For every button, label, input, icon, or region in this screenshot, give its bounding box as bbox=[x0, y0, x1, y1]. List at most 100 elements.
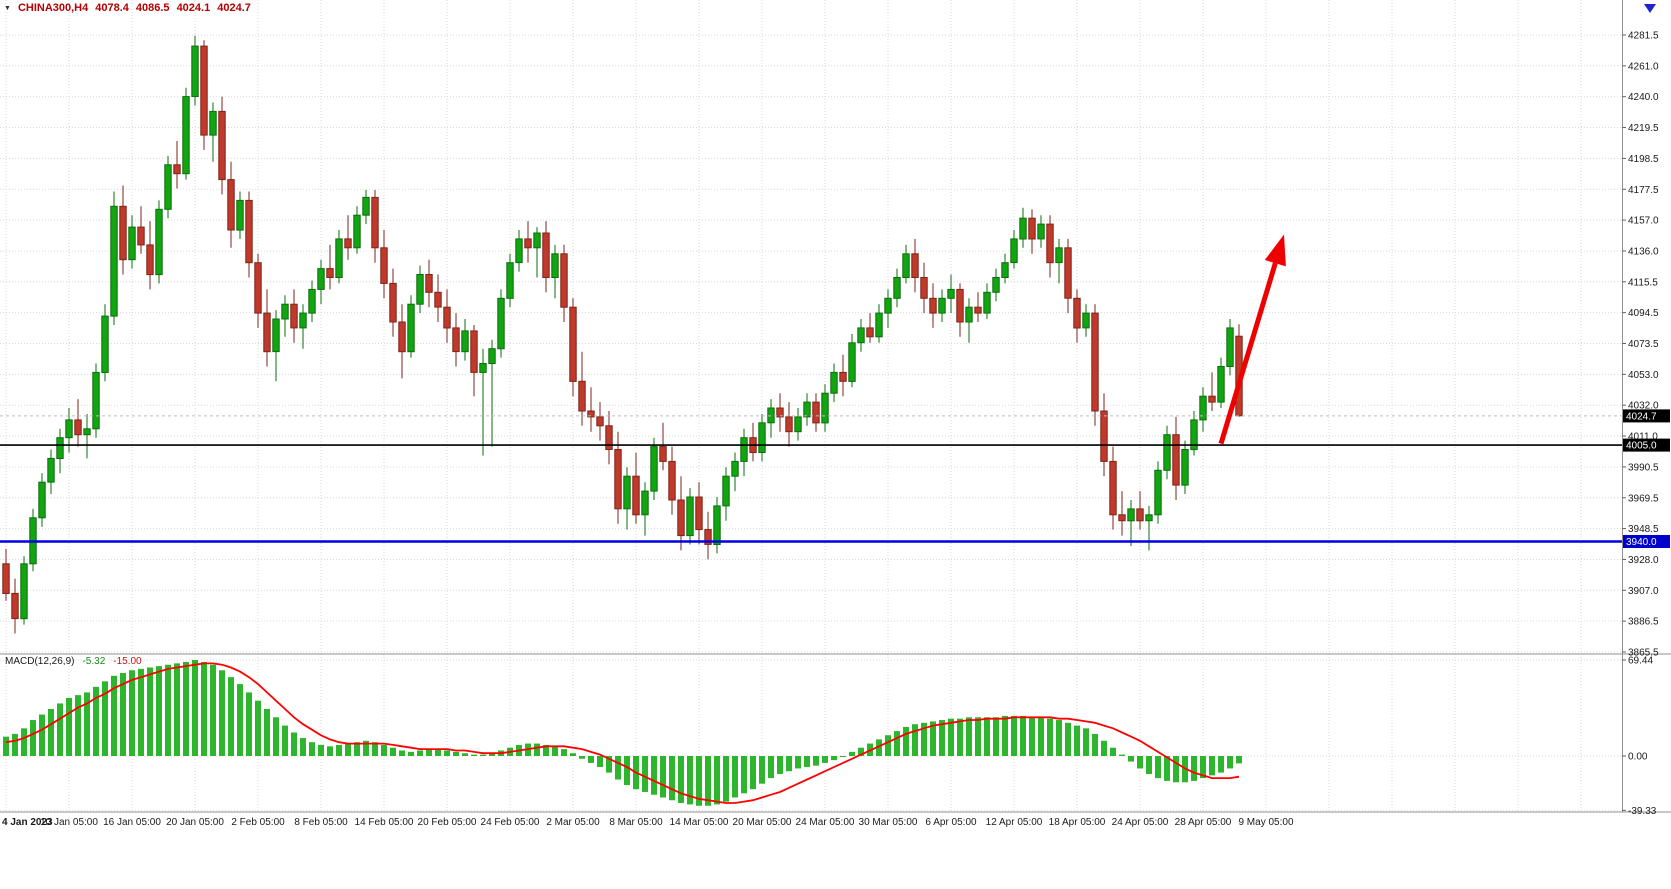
candle-body bbox=[650, 446, 658, 492]
macd-bar bbox=[606, 756, 612, 773]
macd-bar bbox=[1029, 717, 1035, 756]
time-axis-label: 30 Mar 05:00 bbox=[859, 817, 918, 828]
time-axis-label: 12 Apr 05:00 bbox=[986, 817, 1043, 828]
macd-bar bbox=[39, 714, 45, 756]
candle-body bbox=[686, 496, 694, 537]
price-axis-label: 4219.5 bbox=[1628, 123, 1659, 134]
macd-bar bbox=[273, 717, 279, 756]
candle-body bbox=[902, 253, 910, 279]
macd-bar bbox=[66, 697, 72, 756]
macd-bar bbox=[93, 686, 99, 756]
candle-body bbox=[560, 253, 568, 308]
candle-body bbox=[407, 303, 415, 353]
ohlc-open: 4078.4 bbox=[95, 2, 129, 14]
macd-bar bbox=[777, 756, 783, 774]
candle-body bbox=[515, 238, 523, 264]
macd-bar bbox=[237, 684, 243, 756]
time-axis-label: 6 Apr 05:00 bbox=[925, 817, 977, 828]
candle-body bbox=[713, 505, 721, 545]
candle-body bbox=[74, 419, 82, 436]
candle-body bbox=[308, 288, 316, 314]
candle-body bbox=[38, 481, 46, 519]
candle-body bbox=[425, 274, 433, 293]
macd-bar bbox=[1020, 715, 1026, 756]
candle-body bbox=[974, 306, 982, 314]
macd-bar bbox=[1074, 725, 1080, 756]
macd-bar bbox=[102, 681, 108, 756]
macd-bar bbox=[696, 756, 702, 806]
candle-body bbox=[1217, 366, 1225, 403]
macd-bar bbox=[858, 747, 864, 756]
candle-body bbox=[335, 238, 343, 278]
macd-bar bbox=[993, 717, 999, 756]
macd-bar bbox=[1128, 756, 1134, 762]
candle-body bbox=[839, 371, 847, 382]
macd-bar bbox=[885, 735, 891, 756]
candle-body bbox=[191, 45, 199, 97]
price-axis-label: 4053.0 bbox=[1628, 370, 1659, 381]
macd-bar bbox=[1164, 756, 1170, 781]
macd-bar bbox=[759, 756, 765, 784]
macd-bar bbox=[966, 717, 972, 756]
candle-body bbox=[227, 179, 235, 231]
macd-bar bbox=[183, 661, 189, 756]
macd-bar bbox=[282, 725, 288, 756]
macd-bar bbox=[147, 667, 153, 756]
macd-bar bbox=[705, 756, 711, 806]
macd-bar bbox=[120, 673, 126, 756]
trend-arrow[interactable] bbox=[1218, 234, 1286, 445]
candle-body bbox=[380, 247, 388, 284]
macd-bar bbox=[957, 718, 963, 756]
price-tag-blue-line-text: 3940.0 bbox=[1626, 537, 1657, 548]
macd-bar bbox=[813, 756, 819, 766]
candle-body bbox=[983, 291, 991, 314]
macd-bar bbox=[795, 756, 801, 769]
candle-body bbox=[821, 392, 829, 424]
macd-bar bbox=[894, 731, 900, 756]
macd-bar bbox=[741, 756, 747, 794]
macd-bar bbox=[543, 744, 549, 756]
candle-body bbox=[830, 371, 838, 394]
candle-body bbox=[704, 529, 712, 545]
macd-bar bbox=[138, 668, 144, 756]
time-axis-label: 28 Apr 05:00 bbox=[1175, 817, 1232, 828]
macd-bar bbox=[579, 756, 585, 759]
macd-bar bbox=[75, 695, 81, 756]
macd-bar bbox=[750, 756, 756, 790]
macd-bar bbox=[1191, 756, 1197, 781]
trend-arrow-head bbox=[1264, 234, 1286, 267]
time-axis-label: 24 Feb 05:00 bbox=[481, 817, 540, 828]
macd-bar bbox=[435, 749, 441, 756]
grid bbox=[0, 0, 1622, 812]
macd-bar bbox=[903, 726, 909, 756]
candle-body bbox=[290, 303, 298, 329]
candle-body bbox=[1172, 434, 1180, 486]
macd-bar bbox=[840, 756, 846, 757]
macd-bar bbox=[570, 753, 576, 756]
price-axis-label: 3865.5 bbox=[1628, 648, 1659, 659]
candle-body bbox=[623, 475, 631, 510]
macd-bar bbox=[804, 756, 810, 768]
candle-body bbox=[1001, 262, 1009, 279]
price-axis-label: 3990.5 bbox=[1628, 462, 1659, 473]
time-axis-label: 9 May 05:00 bbox=[1238, 817, 1293, 828]
candle-body bbox=[65, 419, 73, 439]
macd-bar bbox=[1038, 717, 1044, 756]
candle-body bbox=[47, 457, 55, 483]
chart-shift-marker-icon[interactable] bbox=[1644, 4, 1656, 13]
candle-body bbox=[1037, 223, 1045, 240]
candle-body bbox=[146, 244, 154, 276]
price-axis-label: 4011.0 bbox=[1628, 432, 1658, 443]
price-axis-label: 3969.5 bbox=[1628, 493, 1659, 504]
candle-body bbox=[947, 288, 955, 299]
macd-bar bbox=[129, 670, 135, 756]
macd-bar bbox=[660, 756, 666, 798]
macd-bar bbox=[327, 746, 333, 756]
candle-body bbox=[596, 416, 604, 427]
symbol-dropdown-icon[interactable]: ▼ bbox=[4, 4, 11, 12]
candle-body bbox=[1091, 312, 1099, 412]
macd-bar bbox=[417, 750, 423, 756]
macd-bar bbox=[390, 747, 396, 756]
candle-body bbox=[245, 199, 253, 264]
